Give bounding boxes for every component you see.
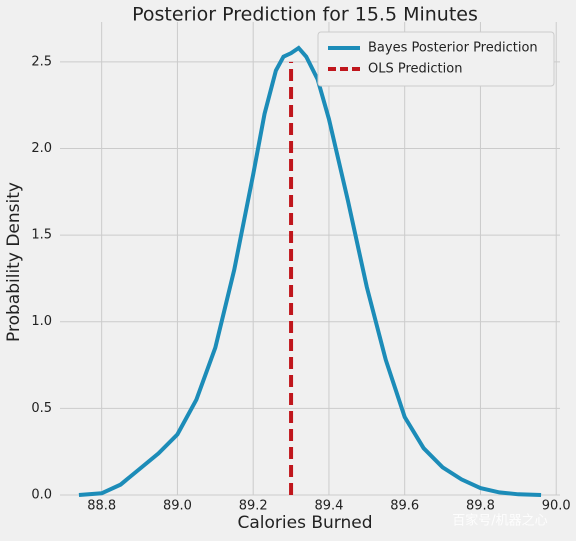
legend-label: OLS Prediction: [368, 62, 462, 77]
y-axis-label: Probability Density: [4, 182, 24, 342]
legend-label: Bayes Posterior Prediction: [368, 41, 538, 56]
x-tick-label: 89.6: [390, 499, 419, 514]
y-tick-label: 1.5: [31, 228, 52, 243]
y-tick-label: 2.0: [31, 141, 52, 156]
x-tick-label: 89.8: [466, 499, 495, 514]
legend-box: [317, 31, 555, 87]
y-tick-label: 1.0: [31, 314, 52, 329]
x-tick-label: 88.8: [87, 499, 116, 514]
x-tick-label: 89.4: [314, 499, 343, 514]
watermark: 百家号/机器之心: [452, 513, 547, 529]
chart-title: Posterior Prediction for 15.5 Minutes: [132, 4, 478, 26]
x-axis-label: Calories Burned: [238, 513, 373, 533]
x-tick-label: 89.2: [239, 499, 268, 514]
y-tick-label: 0.0: [31, 488, 52, 503]
x-tick-label: 90.0: [542, 499, 571, 514]
y-tick-label: 0.5: [31, 401, 52, 416]
y-tick-label: 2.5: [31, 54, 52, 69]
x-tick-label: 89.0: [163, 499, 192, 514]
density-line: [78, 45, 542, 497]
